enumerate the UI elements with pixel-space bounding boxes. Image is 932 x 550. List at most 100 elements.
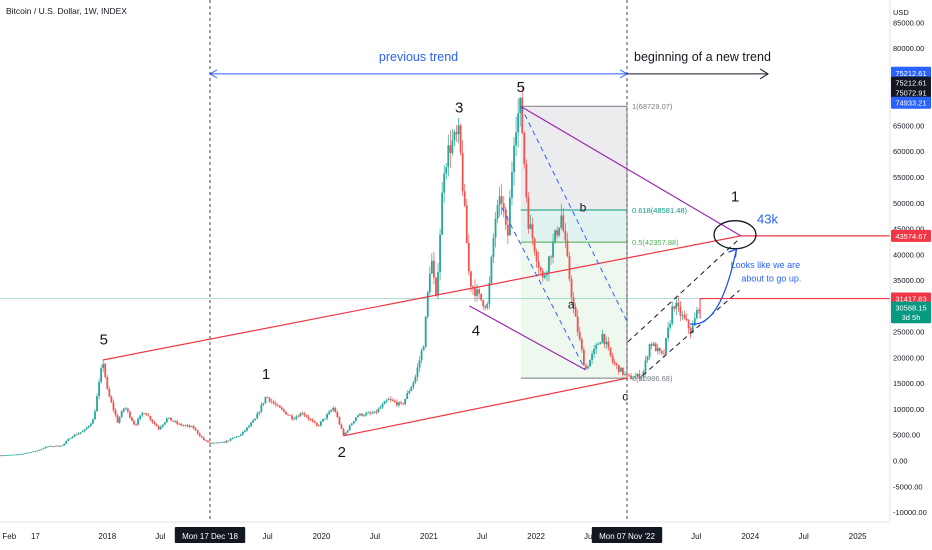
candle-body <box>391 399 394 401</box>
candle-body <box>578 332 581 340</box>
candle-body <box>256 413 259 419</box>
candle-body <box>3 455 6 457</box>
candle-body <box>141 413 144 416</box>
time-tick-label: Jul <box>370 532 380 541</box>
candle-body <box>418 360 421 368</box>
time-tick-label: 2020 <box>313 532 331 541</box>
candle-body <box>184 425 187 427</box>
note-line-1: Looks like we are <box>731 260 801 270</box>
price-tick-label: 0.00 <box>893 457 908 466</box>
price-axis[interactable]: USD 85000.0080000.0075000.0070000.006500… <box>889 0 932 522</box>
price-label-text: 3d 5h <box>902 313 921 322</box>
candle-body <box>1 455 4 457</box>
candle-body <box>548 256 550 273</box>
target-circle <box>713 220 757 250</box>
candle-body <box>492 237 495 257</box>
candle-body <box>336 412 339 418</box>
candle-body <box>410 386 413 392</box>
candle-body <box>531 224 534 239</box>
wave-label-4-2021: 4 <box>472 323 480 340</box>
candle-body <box>229 438 232 441</box>
candle-body <box>342 428 345 436</box>
candle-body <box>71 436 74 439</box>
candle-body <box>385 400 388 402</box>
candle-body <box>593 348 596 354</box>
candle-body <box>521 97 524 133</box>
channel-upper-line <box>102 235 741 361</box>
fib-label-0.618: 0.618(48581.48) <box>632 206 688 215</box>
price-label-box <box>891 292 931 305</box>
candle-body <box>369 412 372 414</box>
candle-body <box>42 448 45 450</box>
candle-body <box>640 377 643 379</box>
candle-body <box>533 238 536 252</box>
candle-body <box>147 415 150 417</box>
candle-body <box>77 433 80 435</box>
candle-body <box>552 241 554 258</box>
candle-body <box>527 197 530 229</box>
candle-body <box>478 289 480 294</box>
candle-body <box>233 437 236 439</box>
fib-label-0: 0(15986.68) <box>632 374 673 383</box>
candle-body <box>209 442 211 444</box>
candle-body <box>381 404 384 408</box>
candle-body <box>303 413 306 416</box>
candle-body <box>295 416 298 419</box>
candle-body <box>299 413 302 417</box>
candle-body <box>675 302 678 309</box>
candle-body <box>241 431 244 435</box>
candle-body <box>149 416 152 420</box>
candle-body <box>36 450 39 452</box>
candle-body <box>488 282 491 304</box>
price-tick-label: 60000.00 <box>893 147 924 156</box>
candle-body <box>186 425 189 427</box>
candle-body <box>665 338 667 354</box>
candle-body <box>648 344 651 357</box>
wave-label-3-2021: 3 <box>455 100 463 117</box>
candle-body <box>568 256 571 280</box>
symbol-title[interactable]: Bitcoin / U.S. Dollar, 1W, INDEX <box>6 6 127 16</box>
candle-body <box>441 192 444 235</box>
time-highlight-box <box>174 527 246 543</box>
candle-body <box>262 402 265 405</box>
candle-body <box>120 411 123 418</box>
candle-body <box>589 359 591 367</box>
drawings <box>102 68 890 437</box>
candle-body <box>455 132 458 135</box>
candle-body <box>375 411 378 413</box>
time-tick-label: Jul <box>691 532 701 541</box>
candle-body <box>159 426 162 430</box>
price-label-text: 74933.21 <box>895 99 926 108</box>
candle-body <box>472 286 474 288</box>
candle-body <box>517 113 520 133</box>
candle-body <box>131 417 133 421</box>
candle-body <box>326 414 328 419</box>
time-tick-label: 2018 <box>98 532 116 541</box>
candle-body <box>59 446 61 447</box>
price-tick-label: 45000.00 <box>893 225 924 234</box>
candle-body <box>190 426 193 427</box>
time-axis-background <box>0 522 932 550</box>
candle-body <box>357 415 359 418</box>
candle-body <box>398 402 400 406</box>
candle-body <box>324 418 326 420</box>
candle-body <box>543 275 546 278</box>
candle-body <box>348 425 351 431</box>
candle-body <box>227 440 230 442</box>
candle-body <box>196 430 199 434</box>
time-tick-label: 2025 <box>849 532 867 541</box>
time-axis[interactable]: Feb 17 2018 Jul Mon 17 Dec '18 Jul 2020 Jul 2021… <box>0 521 932 550</box>
candle-body <box>408 391 411 394</box>
time-tick-label: 17 <box>31 532 40 541</box>
candle-body <box>654 343 657 352</box>
price-tick-label: 35000.00 <box>893 276 924 285</box>
candle-body <box>437 272 439 296</box>
wave-label-b: b <box>580 201 587 215</box>
candle-body <box>504 209 507 225</box>
candle-body <box>46 446 49 448</box>
candle-body <box>562 215 565 231</box>
candle-body <box>110 396 113 403</box>
candle-body <box>38 449 41 451</box>
candle-body <box>239 434 242 437</box>
